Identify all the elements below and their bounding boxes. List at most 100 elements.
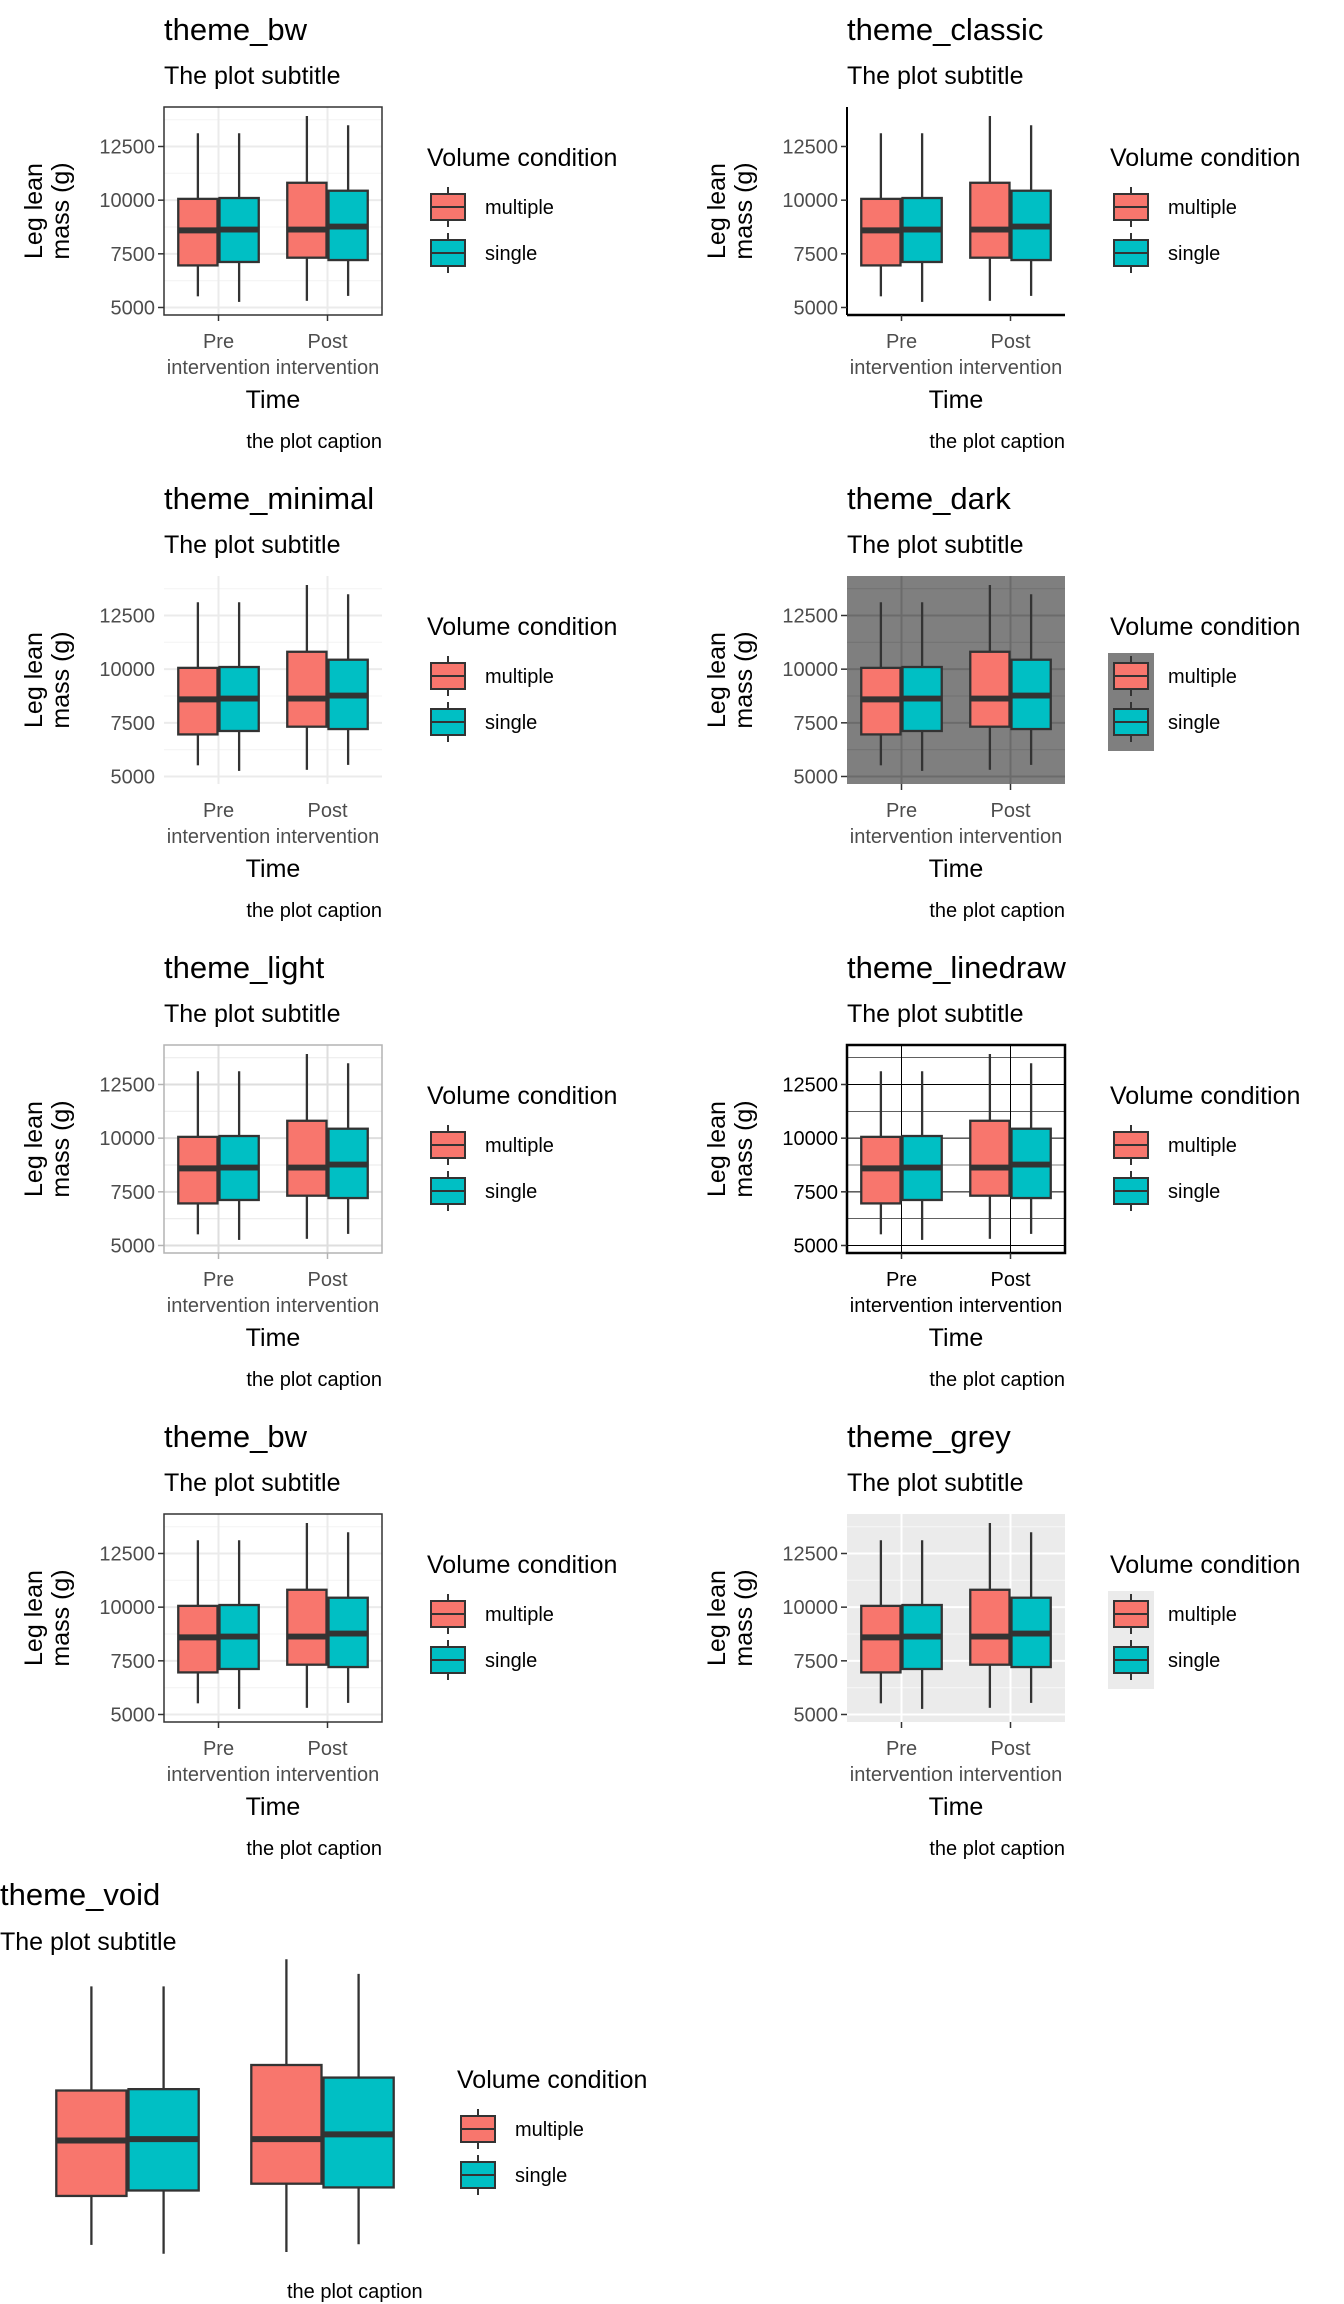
- y-tick-label: 7500: [794, 713, 839, 735]
- box-iqr: [969, 1119, 1011, 1197]
- x-tick-label: Post: [990, 1738, 1030, 1760]
- legend-title: Volume condition: [457, 2066, 647, 2094]
- x-tick-label: Pre: [886, 331, 917, 353]
- y-axis-title-line: mass (g): [47, 631, 75, 728]
- plot-caption: the plot caption: [929, 1369, 1065, 1391]
- x-tick-label: intervention: [850, 1764, 953, 1786]
- x-tick-label: Post: [990, 800, 1030, 822]
- x-tick-label: intervention: [850, 1295, 953, 1317]
- x-axis-title: Time: [929, 386, 984, 414]
- legend-label: multiple: [485, 197, 554, 219]
- legend-label: multiple: [485, 1604, 554, 1626]
- plot-theme-bw-6: theme_bw The plot subtitle 5000 7500 10000 12…: [20, 1419, 617, 1860]
- y-axis-title-line: mass (g): [47, 1100, 75, 1197]
- legend-item-multiple: multiple: [430, 187, 554, 227]
- legend-item-multiple: multiple: [1113, 187, 1237, 227]
- legend-item-single: single: [1113, 233, 1220, 273]
- y-tick-label: 5000: [794, 297, 839, 319]
- box-iqr: [286, 650, 328, 728]
- legend-title: Volume condition: [427, 613, 617, 641]
- plot-theme-linedraw-5: theme_linedraw The plot subtitle 5000 7500 1…: [703, 950, 1300, 1391]
- legend-label: single: [485, 712, 537, 734]
- box-single-post: [1010, 594, 1052, 765]
- x-tick-label: Pre: [886, 1269, 917, 1291]
- x-tick-label: Post: [307, 331, 347, 353]
- y-axis-title-line: mass (g): [47, 162, 75, 259]
- x-tick-label: Post: [990, 331, 1030, 353]
- y-tick-label: 5000: [111, 1235, 156, 1257]
- legend-label: multiple: [1168, 1135, 1237, 1157]
- box-multiple-post: [969, 116, 1011, 301]
- legend-item-single: single: [430, 702, 537, 742]
- y-tick-label: 10000: [782, 190, 838, 212]
- plot-theme-classic-1: theme_classic The plot subtitle 5000 7500 10…: [703, 12, 1300, 453]
- y-axis-title-line: mass (g): [47, 1569, 75, 1666]
- x-axis-title: Time: [246, 1793, 301, 1821]
- plot-title: theme_classic: [847, 12, 1043, 47]
- plot-subtitle: The plot subtitle: [164, 62, 341, 90]
- x-tick-label: intervention: [167, 1764, 270, 1786]
- box-single-post: [327, 594, 369, 765]
- y-axis-title: Leg leanmass (g): [703, 1100, 758, 1197]
- legend-item-multiple: multiple: [430, 656, 554, 696]
- box-multiple-pre: [860, 1540, 902, 1704]
- plot-theme-grey-7: theme_grey The plot subtitle 5000 7500 10000…: [703, 1419, 1300, 1860]
- x-tick-label: intervention: [276, 1295, 379, 1317]
- legend-title: Volume condition: [1110, 1082, 1300, 1110]
- y-axis-title: Leg leanmass (g): [703, 1569, 758, 1666]
- legend-label: multiple: [1168, 1604, 1237, 1626]
- plot-theme-bw-0: theme_bw The plot subtitle 5000 7500 10000 12…: [20, 12, 617, 453]
- panel-border: [163, 106, 383, 316]
- plot-caption: the plot caption: [246, 1369, 382, 1391]
- plot-caption: the plot caption: [929, 900, 1065, 922]
- x-axis-title: Time: [929, 1324, 984, 1352]
- box-multiple-post: [286, 1054, 328, 1239]
- y-axis-title: Leg leanmass (g): [20, 631, 75, 728]
- y-tick-label: 7500: [111, 244, 156, 266]
- y-tick-label: 10000: [782, 659, 838, 681]
- box-single-post: [1010, 125, 1052, 296]
- y-tick-label: 5000: [111, 766, 156, 788]
- y-tick-label: 10000: [99, 190, 155, 212]
- legend-title: Volume condition: [1110, 1551, 1300, 1579]
- box-iqr: [969, 181, 1011, 259]
- legend-label: single: [1168, 1650, 1220, 1672]
- box-single-pre: [127, 1986, 200, 2254]
- plot-title: theme_linedraw: [847, 950, 1066, 985]
- legend-label: multiple: [485, 1135, 554, 1157]
- plot-caption: the plot caption: [929, 1838, 1065, 1860]
- y-tick-label: 5000: [111, 297, 156, 319]
- box-multiple-post: [286, 585, 328, 770]
- plot-caption: the plot caption: [246, 1838, 382, 1860]
- x-tick-label: intervention: [959, 1764, 1062, 1786]
- legend-item-single: single: [430, 233, 537, 273]
- box-multiple-post: [286, 116, 328, 301]
- plot-title: theme_void: [0, 1877, 160, 1912]
- box-single-pre: [218, 1071, 260, 1240]
- x-tick-label: Post: [990, 1269, 1030, 1291]
- plot-title: theme_light: [164, 950, 325, 985]
- y-tick-label: 12500: [99, 136, 155, 158]
- y-tick-label: 12500: [782, 1074, 838, 1096]
- legend-item-single: single: [430, 1171, 537, 1211]
- box-single-pre: [218, 133, 260, 302]
- x-tick-label: intervention: [850, 826, 953, 848]
- plot-subtitle: The plot subtitle: [847, 531, 1024, 559]
- plot-subtitle: The plot subtitle: [164, 531, 341, 559]
- x-tick-label: intervention: [959, 1295, 1062, 1317]
- box-single-post: [327, 1532, 369, 1703]
- x-tick-label: intervention: [167, 357, 270, 379]
- x-tick-label: Post: [307, 800, 347, 822]
- legend-label: single: [485, 1650, 537, 1672]
- legend-item-multiple: multiple: [1113, 1125, 1237, 1165]
- y-tick-label: 12500: [99, 605, 155, 627]
- box-iqr: [969, 1588, 1011, 1666]
- y-axis-title-line: Leg lean: [20, 1570, 48, 1666]
- y-axis-title-line: mass (g): [730, 631, 758, 728]
- y-axis-title: Leg leanmass (g): [703, 162, 758, 259]
- plot-title: theme_bw: [164, 1419, 308, 1454]
- y-axis-title-line: Leg lean: [703, 1101, 731, 1197]
- y-tick-label: 10000: [99, 1128, 155, 1150]
- y-tick-label: 7500: [111, 713, 156, 735]
- x-tick-label: Pre: [203, 1269, 234, 1291]
